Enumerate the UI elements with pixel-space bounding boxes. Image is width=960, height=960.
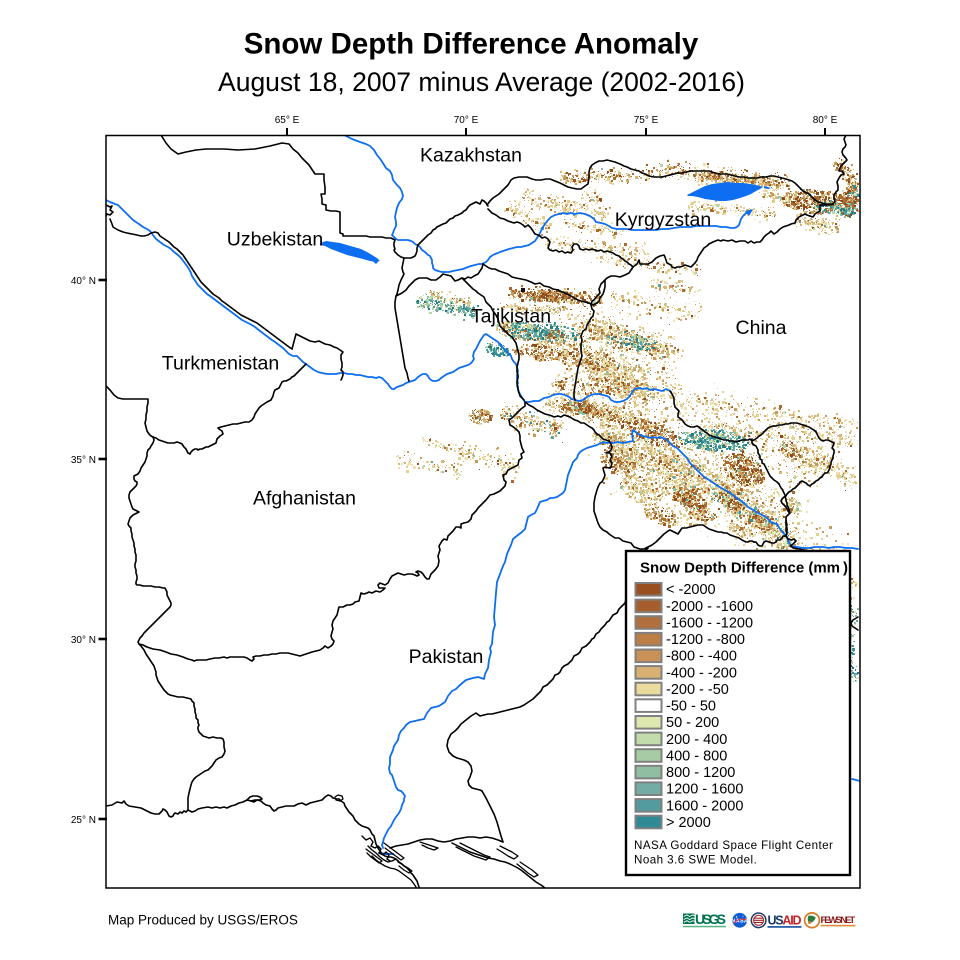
svg-text:Snow Depth Difference (mm ): Snow Depth Difference (mm ) — [640, 560, 848, 577]
svg-text:-400 - -200: -400 - -200 — [666, 665, 737, 681]
svg-text:75° E: 75° E — [634, 115, 659, 126]
svg-text:USAID: USAID — [768, 914, 802, 928]
svg-text:50 - 200: 50 - 200 — [666, 715, 719, 731]
svg-text:Pakistan: Pakistan — [409, 646, 484, 668]
svg-text:-800 - -400: -800 - -400 — [666, 649, 737, 665]
svg-text:1200 - 1600: 1200 - 1600 — [666, 782, 743, 798]
svg-text:800 - 1200: 800 - 1200 — [666, 765, 735, 781]
svg-text:China: China — [736, 317, 787, 339]
svg-text:NASA Goddard Space Flight Cent: NASA Goddard Space Flight Center — [634, 839, 833, 852]
svg-text:NASA: NASA — [731, 919, 749, 925]
svg-text:-1200 - -800: -1200 - -800 — [666, 632, 745, 648]
svg-text:Uzbekistan: Uzbekistan — [227, 228, 323, 250]
svg-text:30° N: 30° N — [71, 635, 96, 646]
svg-text:Turkmenistan: Turkmenistan — [162, 352, 279, 374]
svg-text:> 2000: > 2000 — [666, 815, 711, 831]
svg-text:-2000 - -1600: -2000 - -1600 — [666, 599, 753, 615]
svg-text:-1600 - -1200: -1600 - -1200 — [666, 615, 753, 631]
svg-text:Afghanistan: Afghanistan — [253, 488, 356, 510]
svg-text:USGS: USGS — [695, 911, 726, 927]
svg-text:400 - 800: 400 - 800 — [666, 748, 727, 764]
svg-text:-50 - 50: -50 - 50 — [666, 699, 716, 715]
svg-text:80° E: 80° E — [813, 115, 838, 126]
svg-text:70° E: 70° E — [454, 115, 479, 126]
svg-text:65° E: 65° E — [275, 115, 300, 126]
svg-text:200 - 400: 200 - 400 — [666, 732, 727, 748]
svg-text:1600 - 2000: 1600 - 2000 — [666, 798, 743, 814]
svg-text:Kyrgyzstan: Kyrgyzstan — [615, 209, 711, 231]
svg-text:40° N: 40° N — [71, 276, 96, 287]
svg-text:Map Produced by USGS/EROS: Map Produced by USGS/EROS — [108, 913, 298, 928]
svg-text:Kazakhstan: Kazakhstan — [420, 145, 522, 167]
svg-text:August 18, 2007 minus Average: August 18, 2007 minus Average (2002-2016… — [218, 67, 745, 97]
svg-text:-200 - -50: -200 - -50 — [666, 682, 729, 698]
svg-text:< -2000: < -2000 — [666, 582, 716, 598]
svg-text:Tajikistan: Tajikistan — [471, 306, 551, 328]
svg-text:FEWS NET: FEWS NET — [821, 915, 856, 926]
svg-text:Snow Depth Difference Anomaly: Snow Depth Difference Anomaly — [244, 28, 699, 61]
svg-text:25° N: 25° N — [71, 815, 96, 826]
svg-text:Noah 3.6 SWE Model.: Noah 3.6 SWE Model. — [634, 854, 757, 867]
svg-text:35° N: 35° N — [71, 455, 96, 466]
